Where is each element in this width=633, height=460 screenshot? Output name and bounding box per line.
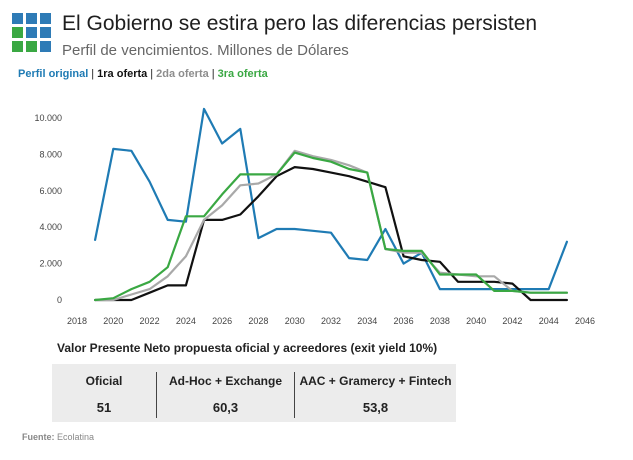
vpn-divider [294,372,295,418]
legend-item-2da-oferta: 2da oferta [156,68,209,80]
source-note: Fuente: Ecolatina [22,432,94,442]
legend-separator: | [91,68,95,80]
series-line-1ra-oferta [93,165,569,302]
y-tick-label: 0 [57,295,62,305]
series-line-2da-oferta [93,149,569,302]
source-value: Ecolatina [57,432,95,442]
legend-item-1ra-oferta: 1ra oferta [97,68,148,80]
x-tick-label: 2044 [539,316,559,326]
y-tick-label: 4.000 [39,222,62,232]
x-tick-label: 2034 [357,316,377,326]
source-label: Fuente: [22,432,55,442]
x-tick-label: 2040 [466,316,486,326]
x-tick-label: 2024 [176,316,196,326]
chart-subtitle: Perfil de vencimientos. Millones de Dóla… [62,42,349,59]
vpn-table: Oficial 51 Ad-Hoc + Exchange 60,3 AAC + … [52,364,456,422]
vpn-value: 60,3 [212,400,239,415]
series-line-3ra-oferta [93,151,569,302]
x-tick-label: 2036 [394,316,414,326]
x-tick-label: 2038 [430,316,450,326]
legend-separator: | [150,68,154,80]
legend-item-3ra-oferta: 3ra oferta [217,68,268,80]
legend-item-original: Perfil original [18,68,89,80]
y-tick-label: 10.000 [34,113,62,123]
vpn-header: Oficial [85,374,123,388]
vpn-title: Valor Presente Neto propuesta oficial y … [57,341,438,355]
y-tick-label: 8.000 [39,149,62,159]
x-tick-label: 2022 [140,316,160,326]
line-chart: 0 2.000 4.000 6.000 8.000 10.000 2018 2020 2022 2… [0,100,633,335]
chart-title: El Gobierno se estira pero las diferenci… [62,12,538,35]
legend-separator: | [211,68,215,80]
x-tick-label: 2030 [285,316,305,326]
x-tick-label: 2018 [67,316,87,326]
series-line-perfil-original [93,107,569,291]
x-tick-label: 2020 [103,316,123,326]
vpn-header: Ad-Hoc + Exchange [168,374,283,388]
vpn-header: AAC + Gramercy + Fintech [299,374,452,388]
x-tick-label: 2026 [212,316,232,326]
legend: Perfil original | 1ra oferta | 2da oferta | 3r… [18,68,268,80]
vpn-column-oficial: Oficial 51 [52,364,156,422]
x-tick-label: 2042 [502,316,522,326]
vpn-value: 53,8 [362,400,389,415]
x-tick-label: 2028 [248,316,268,326]
vpn-column-aac: AAC + Gramercy + Fintech 53,8 [295,364,456,422]
y-tick-label: 2.000 [39,259,62,269]
vpn-value: 51 [96,400,112,415]
y-tick-label: 6.000 [39,186,62,196]
x-tick-label: 2032 [321,316,341,326]
logo-icon [12,13,51,52]
chart-svg: 0 2.000 4.000 6.000 8.000 10.000 2018 2020 2022 2… [34,107,595,326]
vpn-column-adhoc: Ad-Hoc + Exchange 60,3 [157,364,294,422]
vpn-divider [156,372,157,418]
x-tick-label: 2046 [575,316,595,326]
